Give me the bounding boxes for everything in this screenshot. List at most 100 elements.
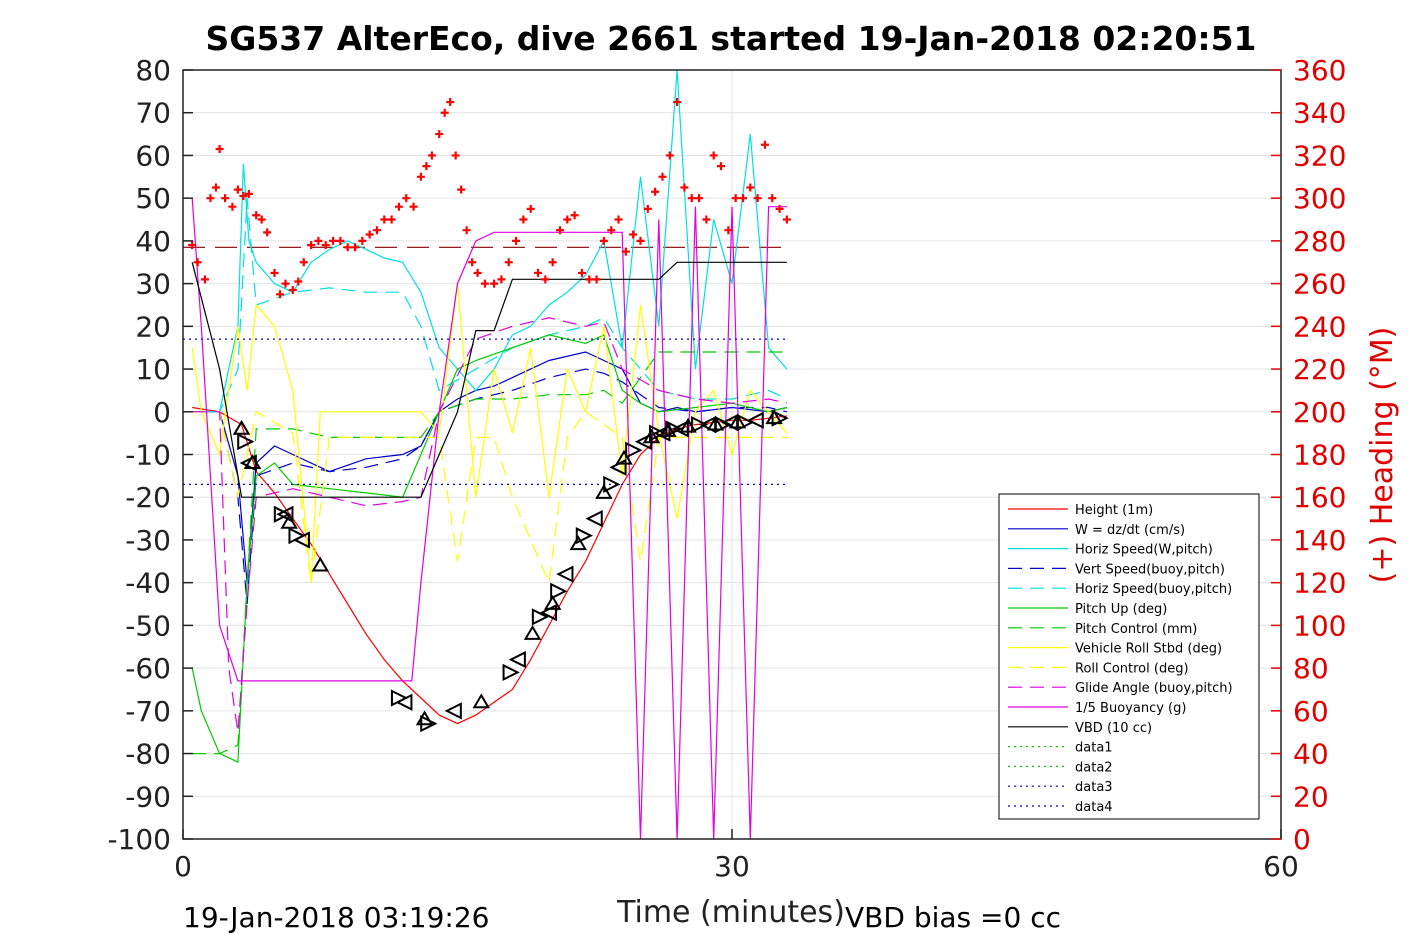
y-tick-label-16: -80 <box>125 738 171 771</box>
heading-mark-0 <box>188 241 197 250</box>
y2-tick-label-12: 120 <box>1293 567 1346 600</box>
vbd-bias-footer: VBD bias =0 cc <box>845 901 1061 934</box>
legend-label-2: Horiz Speed(W,pitch) <box>1075 543 1213 558</box>
heading-mark-44 <box>468 258 477 267</box>
profile-marker-1 <box>237 433 255 451</box>
heading-mark-67 <box>636 236 645 245</box>
profile-marker-11 <box>395 693 413 711</box>
y2-tick-label-15: 60 <box>1293 695 1329 728</box>
legend-label-4: Horiz Speed(buoy,pitch) <box>1075 582 1232 597</box>
series-line-4 <box>192 198 788 413</box>
y2-tick-label-16: 40 <box>1293 738 1329 771</box>
heading-mark-46 <box>480 279 489 288</box>
y2-tick-label-8: 200 <box>1293 396 1346 429</box>
profile-marker-46 <box>736 413 755 432</box>
heading-mark-8 <box>233 185 242 194</box>
heading-mark-34 <box>409 202 418 211</box>
heading-mark-69 <box>651 187 660 196</box>
profile-marker-17 <box>508 650 526 669</box>
heading-mark-55 <box>548 258 557 267</box>
y2-tick-label-9: 180 <box>1293 439 1346 472</box>
heading-mark-47 <box>490 279 499 288</box>
chart-title: SG537 AlterEco, dive 2661 started 19-Jan… <box>205 19 1256 58</box>
y2-tick-label-10: 160 <box>1293 481 1346 514</box>
heading-mark-45 <box>473 268 482 277</box>
timestamp-footer: 19-Jan-2018 03:19:26 <box>183 901 489 934</box>
heading-mark-65 <box>621 247 630 256</box>
profile-marker-13 <box>420 715 438 733</box>
heading-mark-13 <box>263 228 272 237</box>
heading-mark-76 <box>702 215 711 224</box>
series-line-10 <box>191 198 787 839</box>
profile-marker-15 <box>472 693 491 709</box>
heading-mark-78 <box>717 162 726 171</box>
profile-marker-48 <box>765 409 783 425</box>
profile-marker-19 <box>531 608 550 626</box>
heading-mark-79 <box>724 226 733 235</box>
y2-tick-label-18: 0 <box>1293 823 1311 856</box>
profile-marker-23 <box>556 565 574 583</box>
profile-marker-22 <box>550 582 568 600</box>
legend-label-10: 1/5 Buoyancy (g) <box>1075 701 1186 716</box>
heading-mark-54 <box>541 275 550 284</box>
heading-mark-61 <box>592 275 601 284</box>
heading-mark-40 <box>446 98 455 107</box>
legend-label-0: Height (1m) <box>1075 503 1153 518</box>
heading-mark-39 <box>440 108 449 117</box>
heading-mark-72 <box>673 98 682 107</box>
heading-mark-6 <box>221 194 230 203</box>
profile-marker-0 <box>232 419 251 435</box>
heading-mark-4 <box>211 183 220 192</box>
heading-mark-2 <box>200 275 209 284</box>
heading-mark-20 <box>307 241 316 250</box>
heading-mark-58 <box>570 211 579 220</box>
profile-marker-3 <box>243 454 262 469</box>
heading-mark-38 <box>435 130 444 139</box>
heading-mark-80 <box>731 194 740 203</box>
y-tick-label-11: -30 <box>125 524 171 557</box>
series-layer <box>183 70 788 839</box>
profile-marker-16 <box>502 663 520 682</box>
heading-mark-24 <box>336 236 345 245</box>
heading-mark-18 <box>294 277 303 286</box>
heading-mark-48 <box>497 275 506 284</box>
heading-mark-43 <box>462 226 471 235</box>
heading-mark-81 <box>738 194 747 203</box>
y-tick-label-12: -40 <box>125 567 171 600</box>
profile-marker-24 <box>569 535 588 551</box>
profile-marker-43 <box>714 415 733 434</box>
heading-mark-11 <box>252 211 261 220</box>
profile-marker-27 <box>595 483 613 499</box>
axes: 0 30 6080706050403020100-10-20-30-40-50-60… <box>107 54 1346 883</box>
heading-mark-64 <box>614 215 623 224</box>
heading-mark-1 <box>193 258 202 267</box>
heading-mark-66 <box>629 230 638 239</box>
heading-mark-57 <box>563 215 572 224</box>
y-tick-label-7: 10 <box>135 353 171 386</box>
heading-mark-15 <box>275 290 284 299</box>
legend-label-3: Vert Speed(buoy,pitch) <box>1075 562 1225 577</box>
heading-mark-71 <box>665 151 674 160</box>
profile-marker-28 <box>603 475 621 494</box>
y-tick-label-15: -70 <box>125 695 171 728</box>
heading-mark-51 <box>519 215 528 224</box>
y2-tick-label-1: 340 <box>1293 97 1346 130</box>
plot-content <box>183 70 791 839</box>
heading-mark-32 <box>394 202 403 211</box>
x-tick-label-2: 60 <box>1263 850 1299 883</box>
y-tick-label-0: 80 <box>135 54 171 87</box>
heading-marks <box>188 98 791 299</box>
x-tick-label-1: 30 <box>714 850 750 883</box>
profile-marker-40 <box>691 415 709 434</box>
profile-marker-18 <box>523 624 542 640</box>
y2-tick-label-6: 240 <box>1293 310 1346 343</box>
heading-mark-52 <box>526 204 535 213</box>
legend-label-5: Pitch Up (deg) <box>1075 602 1167 617</box>
heading-mark-53 <box>534 268 543 277</box>
y2-tick-label-7: 220 <box>1293 353 1346 386</box>
heading-mark-86 <box>775 204 784 213</box>
heading-mark-33 <box>402 194 411 203</box>
y-tick-label-2: 60 <box>135 139 171 172</box>
profile-marker-25 <box>575 527 594 545</box>
y2-tick-label-3: 300 <box>1293 182 1346 215</box>
